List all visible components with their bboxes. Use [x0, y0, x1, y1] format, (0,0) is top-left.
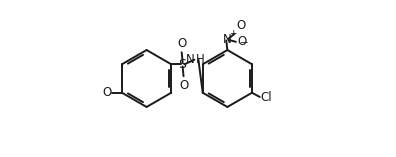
Text: O: O	[179, 79, 188, 92]
Text: +: +	[229, 30, 236, 38]
Text: Cl: Cl	[261, 91, 272, 104]
Text: O: O	[177, 37, 187, 50]
Text: O: O	[102, 86, 112, 99]
Text: N: N	[223, 33, 232, 46]
Text: O: O	[237, 35, 246, 48]
Text: H: H	[196, 53, 205, 66]
Text: N: N	[187, 53, 195, 66]
Text: −: −	[240, 38, 248, 48]
Text: S: S	[179, 58, 187, 71]
Text: O: O	[236, 19, 245, 32]
